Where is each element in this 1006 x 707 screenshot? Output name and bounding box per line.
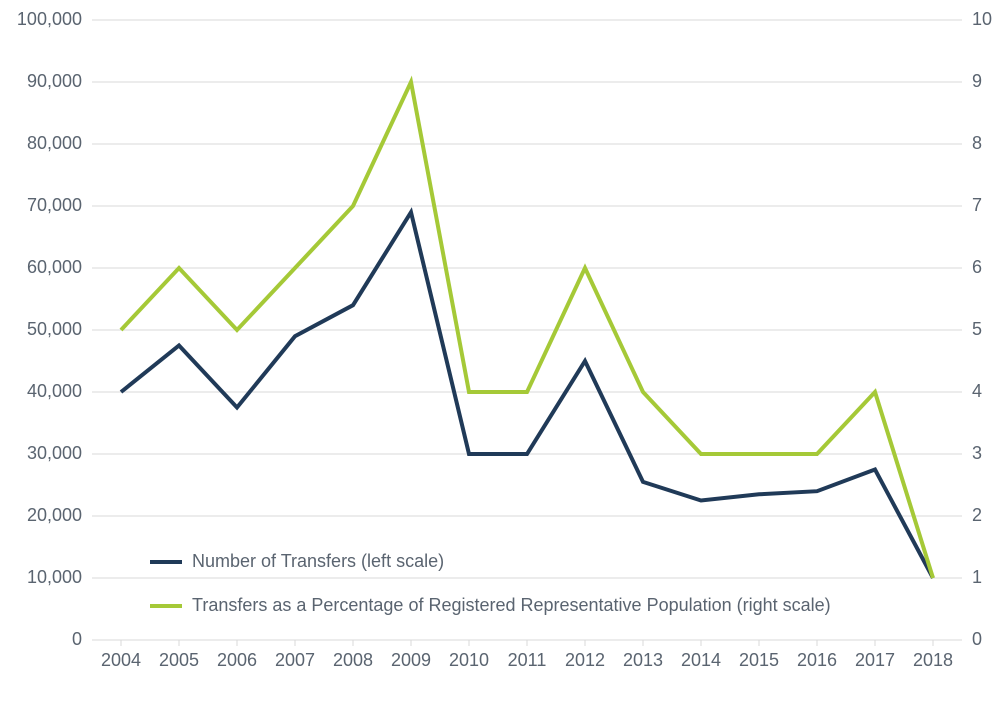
legend-label-1: Transfers as a Percentage of Registered … bbox=[192, 595, 831, 615]
svg-text:0: 0 bbox=[72, 629, 82, 649]
svg-text:2015: 2015 bbox=[739, 650, 779, 670]
svg-text:0: 0 bbox=[972, 629, 982, 649]
svg-text:2017: 2017 bbox=[855, 650, 895, 670]
legend-label-0: Number of Transfers (left scale) bbox=[192, 551, 444, 571]
svg-text:2010: 2010 bbox=[449, 650, 489, 670]
svg-text:6: 6 bbox=[972, 257, 982, 277]
svg-text:5: 5 bbox=[972, 319, 982, 339]
svg-text:9: 9 bbox=[972, 71, 982, 91]
svg-text:10: 10 bbox=[972, 9, 992, 29]
svg-text:60,000: 60,000 bbox=[27, 257, 82, 277]
svg-text:40,000: 40,000 bbox=[27, 381, 82, 401]
svg-text:4: 4 bbox=[972, 381, 982, 401]
svg-text:2006: 2006 bbox=[217, 650, 257, 670]
svg-text:90,000: 90,000 bbox=[27, 71, 82, 91]
svg-text:2008: 2008 bbox=[333, 650, 373, 670]
svg-text:2016: 2016 bbox=[797, 650, 837, 670]
svg-text:2013: 2013 bbox=[623, 650, 663, 670]
svg-text:2014: 2014 bbox=[681, 650, 721, 670]
svg-text:2005: 2005 bbox=[159, 650, 199, 670]
svg-text:70,000: 70,000 bbox=[27, 195, 82, 215]
svg-text:2004: 2004 bbox=[101, 650, 141, 670]
svg-text:2: 2 bbox=[972, 505, 982, 525]
svg-text:1: 1 bbox=[972, 567, 982, 587]
svg-text:30,000: 30,000 bbox=[27, 443, 82, 463]
svg-text:7: 7 bbox=[972, 195, 982, 215]
transfers-line-chart: 0 10,000 20,000 30,000 40,000 50,000 60,000 70,… bbox=[0, 0, 1006, 707]
svg-text:50,000: 50,000 bbox=[27, 319, 82, 339]
svg-text:8: 8 bbox=[972, 133, 982, 153]
svg-text:80,000: 80,000 bbox=[27, 133, 82, 153]
svg-text:2011: 2011 bbox=[508, 650, 547, 670]
svg-text:3: 3 bbox=[972, 443, 982, 463]
svg-text:2018: 2018 bbox=[913, 650, 953, 670]
svg-text:2012: 2012 bbox=[565, 650, 605, 670]
svg-text:20,000: 20,000 bbox=[27, 505, 82, 525]
svg-text:2007: 2007 bbox=[275, 650, 315, 670]
svg-text:100,000: 100,000 bbox=[17, 9, 82, 29]
svg-text:10,000: 10,000 bbox=[27, 567, 82, 587]
svg-text:2009: 2009 bbox=[391, 650, 431, 670]
